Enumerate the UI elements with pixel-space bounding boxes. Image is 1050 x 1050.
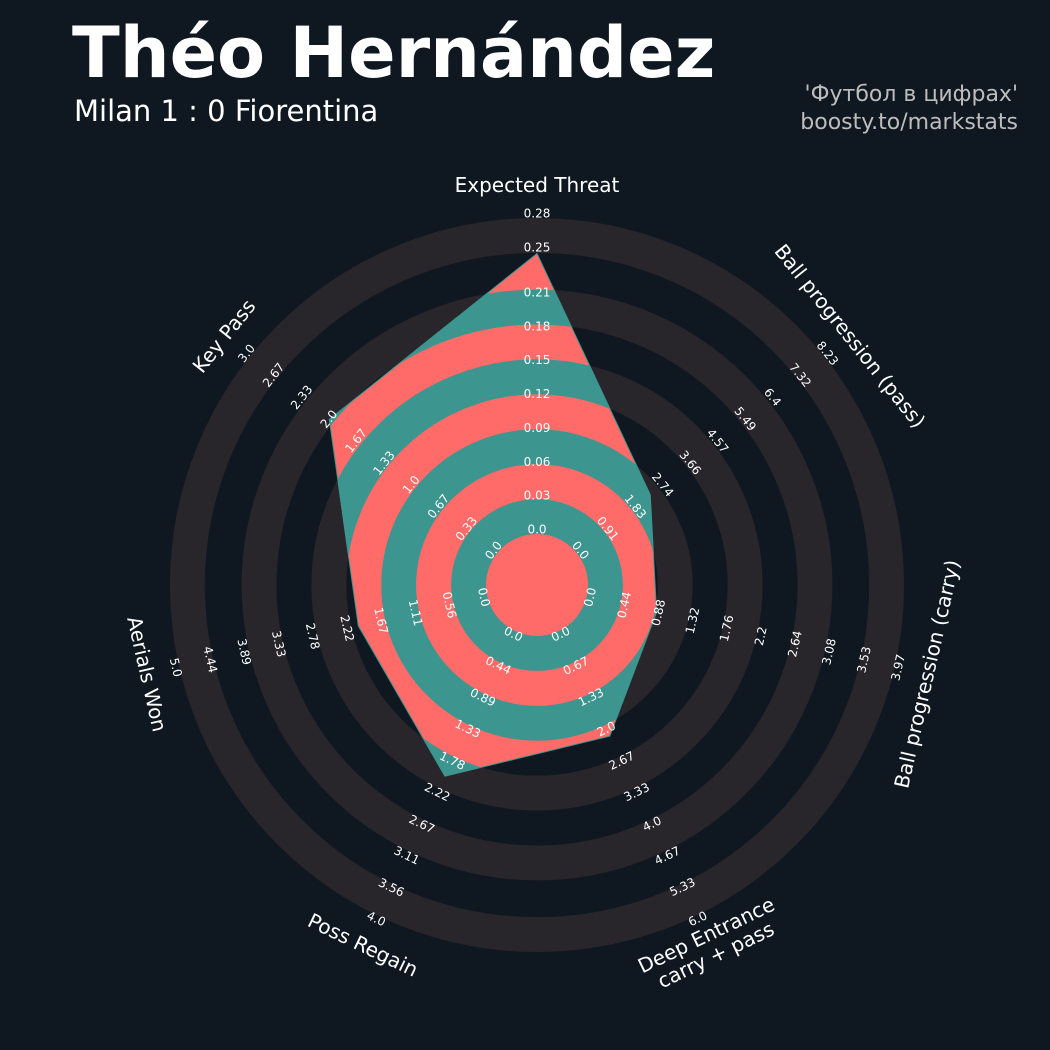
tick-label: 2.64 <box>785 629 805 658</box>
tick-label: 1.76 <box>717 614 737 643</box>
grid-ring <box>170 218 904 952</box>
tick-label: 0.09 <box>524 421 551 435</box>
tick-label: 3.53 <box>854 645 874 674</box>
radar-band <box>381 429 657 741</box>
tick-label: 0.12 <box>524 387 551 401</box>
radar-band <box>329 359 657 777</box>
tick-label: 0.0 <box>475 586 493 608</box>
axis-label: Expected Threat <box>454 173 620 197</box>
tick-label: 0.03 <box>524 489 551 503</box>
tick-label: 0.28 <box>524 207 551 221</box>
credit: 'Футбол в цифрах' <box>804 82 1018 107</box>
tick-label: 4.44 <box>200 645 220 674</box>
tick-label: 0.0 <box>581 586 599 608</box>
radar-area <box>328 252 658 777</box>
tick-label: 3.08 <box>819 637 839 666</box>
tick-label: 0.44 <box>614 590 634 619</box>
tick-label: 0.18 <box>524 319 551 333</box>
tick-label: 1.32 <box>683 606 703 635</box>
tick-label: 3.89 <box>234 637 254 666</box>
tick-label: 0.15 <box>524 353 551 367</box>
radar-band <box>329 289 657 777</box>
tick-label: 1.67 <box>371 606 391 635</box>
tick-label: 2.22 <box>337 614 357 643</box>
tick-label: 2.78 <box>303 622 323 651</box>
tick-label: 0.21 <box>524 286 551 300</box>
tick-label: 0.0 <box>527 523 546 537</box>
radar-band <box>451 499 623 671</box>
tick-label: 2.2 <box>752 625 770 647</box>
tick-label: 0.25 <box>524 240 551 254</box>
tick-label: 1.11 <box>406 598 426 627</box>
tick-label: 3.97 <box>888 653 908 682</box>
tick-label: 0.06 <box>524 455 551 469</box>
tick-label: 3.33 <box>269 629 289 658</box>
tick-label: 0.56 <box>440 590 460 619</box>
title: Théo Hernández <box>72 12 716 94</box>
tick-label: 5.0 <box>167 657 185 679</box>
credit: boosty.to/markstats <box>800 110 1018 135</box>
tick-label: 0.88 <box>649 598 669 627</box>
subtitle: Milan 1 : 0 Fiorentina <box>74 94 379 128</box>
